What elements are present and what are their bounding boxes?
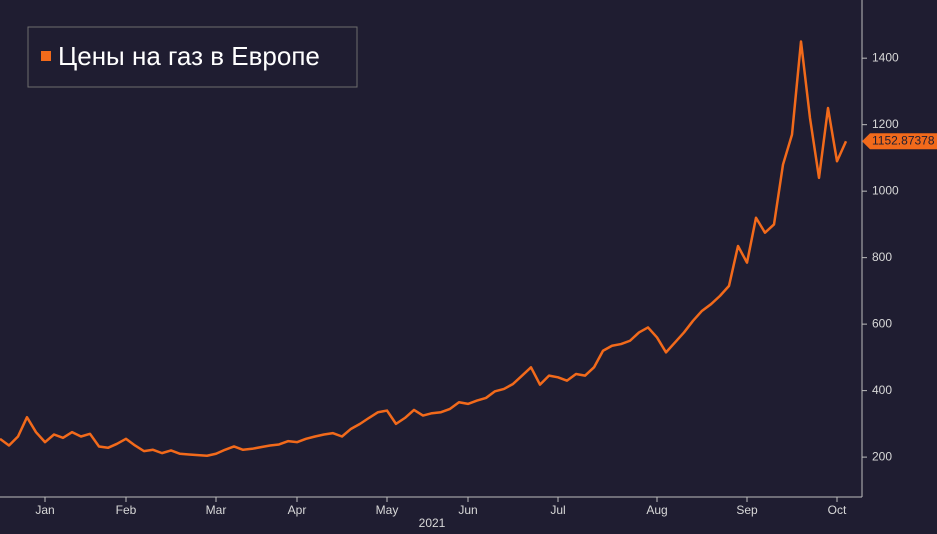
x-tick-label: Feb [116,503,137,517]
x-tick-label: Mar [206,503,227,517]
x-tick-label: Jun [458,503,477,517]
x-tick-label: Jul [550,503,565,517]
x-tick-label: Sep [736,503,758,517]
x-tick-label: Apr [288,503,307,517]
y-tick-label: 1200 [872,117,899,131]
legend-swatch [41,51,51,61]
legend-label: Цены на газ в Европе [58,41,320,71]
x-tick-label: Jan [35,503,54,517]
y-tick-label: 400 [872,383,892,397]
y-tick-label: 1000 [872,183,899,197]
x-axis-label: 2021 [419,516,446,530]
last-value-tag [862,133,937,150]
y-tick-label: 200 [872,449,892,463]
y-tick-label: 1400 [872,50,899,64]
y-tick-label: 800 [872,250,892,264]
line [0,40,848,458]
legend-box [27,26,358,88]
x-tick-label: Aug [646,503,667,517]
x-tick-label: May [376,503,399,517]
x-tick-label: Oct [828,503,847,517]
last-value-label: 1152.87378 [872,133,935,147]
y-tick-label: 600 [872,316,892,330]
